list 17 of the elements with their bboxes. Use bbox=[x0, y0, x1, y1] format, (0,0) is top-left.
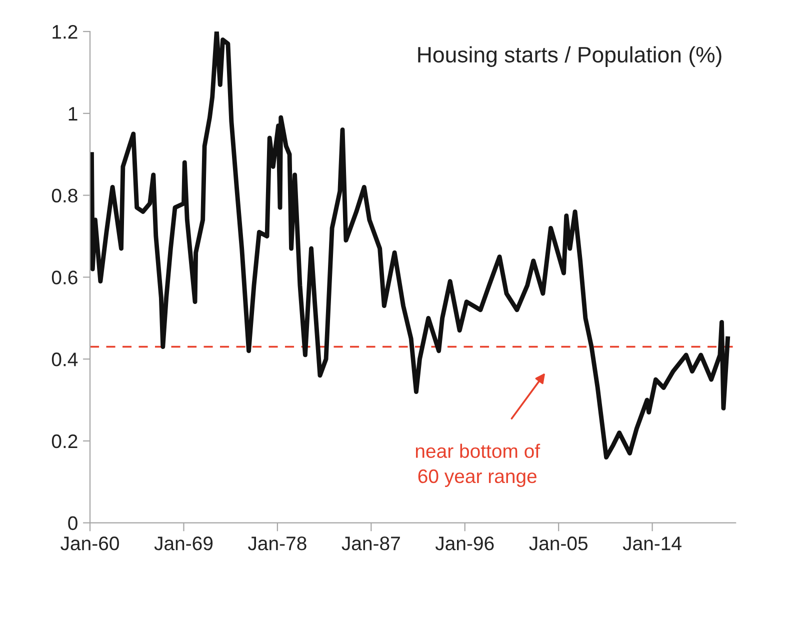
x-tick-label: Jan-87 bbox=[342, 536, 400, 550]
line-series bbox=[90, 32, 730, 460]
x-tick-label: Jan-60 bbox=[60, 536, 119, 550]
x-tick-label: Jan-96 bbox=[435, 536, 494, 550]
y-tick-label: 1.2 bbox=[52, 24, 78, 39]
annotation: near bottom of 60 year range bbox=[416, 444, 540, 487]
x-tick-label: Jan-78 bbox=[248, 536, 306, 550]
y-tick-label: 0.6 bbox=[52, 270, 78, 284]
y-tick-label: 0.2 bbox=[52, 434, 78, 448]
x-tick-label: Jan-69 bbox=[154, 536, 213, 550]
y-tick-label: 0.4 bbox=[52, 352, 78, 366]
x-tick-label: Jan-14 bbox=[622, 536, 682, 550]
y-tick-label: 0.8 bbox=[52, 188, 78, 203]
y-tick-label: 0 bbox=[68, 516, 78, 530]
x-tick-label: Jan-05 bbox=[529, 536, 588, 550]
y-tick-label: 1 bbox=[68, 107, 78, 120]
text: Housing starts / Population (%) bbox=[418, 46, 722, 67]
